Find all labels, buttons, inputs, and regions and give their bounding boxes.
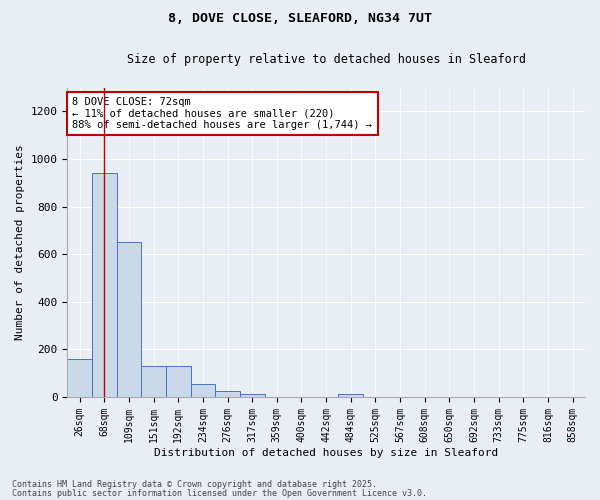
Bar — [191, 384, 215, 397]
Text: 8, DOVE CLOSE, SLEAFORD, NG34 7UT: 8, DOVE CLOSE, SLEAFORD, NG34 7UT — [168, 12, 432, 26]
Bar — [141, 366, 166, 397]
X-axis label: Distribution of detached houses by size in Sleaford: Distribution of detached houses by size … — [154, 448, 498, 458]
Bar — [92, 173, 116, 397]
Bar — [67, 359, 92, 397]
Bar — [240, 394, 265, 397]
Text: Contains HM Land Registry data © Crown copyright and database right 2025.: Contains HM Land Registry data © Crown c… — [12, 480, 377, 489]
Bar — [116, 242, 141, 397]
Title: Size of property relative to detached houses in Sleaford: Size of property relative to detached ho… — [127, 52, 526, 66]
Bar — [166, 366, 191, 397]
Text: Contains public sector information licensed under the Open Government Licence v3: Contains public sector information licen… — [12, 488, 427, 498]
Bar — [215, 391, 240, 397]
Bar — [338, 394, 363, 397]
Y-axis label: Number of detached properties: Number of detached properties — [15, 144, 25, 340]
Text: 8 DOVE CLOSE: 72sqm
← 11% of detached houses are smaller (220)
88% of semi-detac: 8 DOVE CLOSE: 72sqm ← 11% of detached ho… — [73, 97, 373, 130]
